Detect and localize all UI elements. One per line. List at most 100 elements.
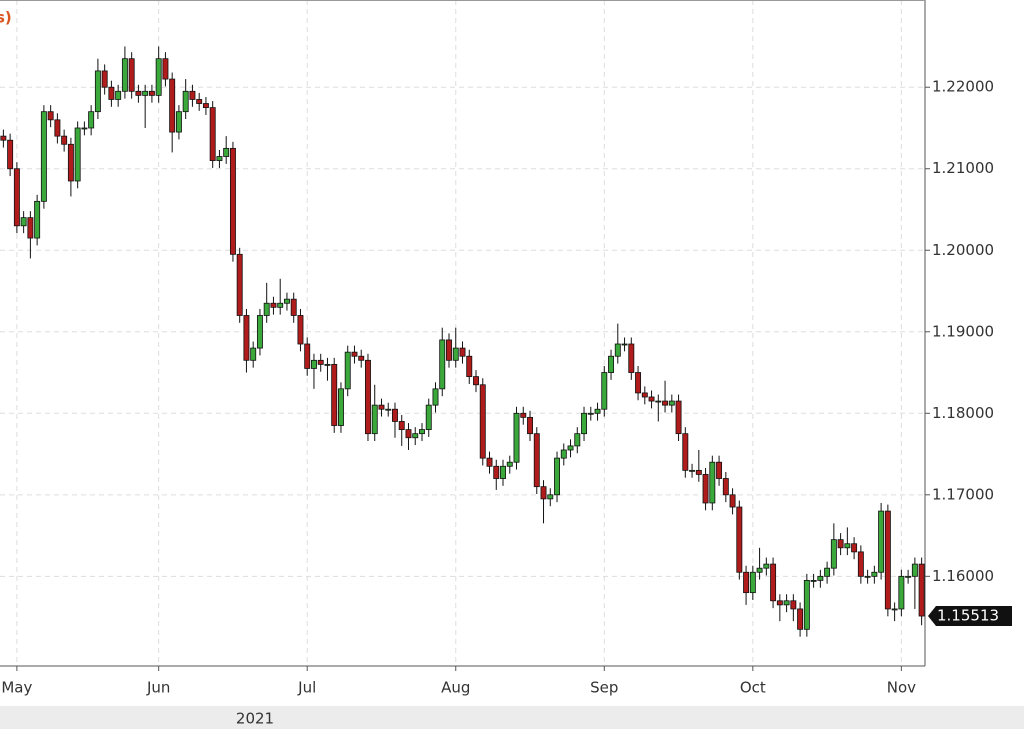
- candle-body: [175, 111, 182, 133]
- candle-body: [891, 608, 898, 611]
- candle-body: [385, 408, 392, 411]
- candle-body: [736, 506, 743, 573]
- candle-body: [682, 433, 689, 471]
- candle-body: [884, 510, 891, 610]
- y-tick-label: 1.22000: [932, 78, 994, 96]
- candle-body: [34, 200, 41, 239]
- candle-body: [115, 90, 122, 100]
- candle-body: [61, 135, 68, 145]
- candle-body: [432, 388, 439, 406]
- candle-body: [641, 392, 648, 398]
- candle-body: [574, 433, 581, 447]
- candle-body: [500, 465, 506, 479]
- candle-body: [344, 351, 351, 390]
- candle-body: [452, 347, 459, 361]
- candle-body: [324, 363, 331, 366]
- candle-body: [702, 474, 709, 504]
- candle-body: [911, 563, 918, 577]
- candle-body: [797, 608, 804, 630]
- candle-body: [466, 355, 473, 378]
- candle-body: [486, 457, 493, 467]
- last-price-tag: [928, 606, 1012, 627]
- candle-body: [743, 571, 750, 594]
- candle-body: [392, 408, 398, 422]
- candle-body: [635, 372, 642, 394]
- candle-body: [202, 103, 209, 109]
- y-tick-label: 1.16000: [932, 567, 994, 585]
- candle-body: [351, 351, 358, 357]
- candle-body: [7, 139, 14, 170]
- candle-body: [756, 567, 763, 573]
- candle-body: [749, 571, 756, 594]
- candle-body: [851, 543, 858, 553]
- candle-body: [13, 168, 20, 227]
- candle-body: [554, 457, 560, 496]
- x-tick-label: Nov: [887, 679, 916, 697]
- candle-body: [479, 384, 486, 459]
- candle-body: [776, 600, 783, 606]
- candle-body: [169, 78, 176, 133]
- candle-body: [648, 396, 655, 402]
- candle-body: [675, 400, 682, 435]
- candle-body: [142, 90, 149, 96]
- candle-body: [216, 156, 223, 161]
- last-price-label: 1.15513: [937, 607, 999, 625]
- candle-body: [243, 315, 250, 361]
- candle-body: [270, 302, 277, 308]
- candle-body: [358, 355, 365, 361]
- candle-body: [668, 400, 675, 406]
- x-tick-label: Oct: [740, 679, 766, 697]
- candle-body: [824, 567, 831, 577]
- candle-body: [446, 339, 452, 361]
- candle-body: [108, 86, 115, 100]
- candle-body: [513, 412, 520, 463]
- candle-body: [918, 563, 925, 617]
- candle-body: [283, 298, 290, 304]
- candle-body: [412, 433, 419, 439]
- x-tick-label: Sep: [590, 679, 618, 697]
- candle-body: [803, 580, 810, 630]
- candle-body: [67, 143, 74, 182]
- candle-body: [689, 469, 696, 472]
- candle-body: [614, 343, 621, 357]
- candle-body: [94, 70, 101, 113]
- candle-body: [810, 580, 817, 582]
- chart-title: s): [0, 9, 12, 27]
- y-tick-label: 1.20000: [932, 241, 994, 259]
- candle-body: [310, 359, 317, 369]
- candle-body: [54, 119, 61, 137]
- candle-body: [493, 465, 500, 479]
- candle-body: [135, 90, 142, 96]
- candle-body: [770, 563, 777, 602]
- candle-body: [47, 111, 54, 121]
- candle-body: [844, 543, 851, 549]
- candle-body: [398, 421, 405, 430]
- candle-body: [817, 575, 824, 581]
- candle-body: [88, 111, 95, 129]
- candle-body: [533, 433, 540, 488]
- candle-body: [905, 575, 912, 578]
- candle-body: [365, 359, 371, 435]
- candle-body: [162, 58, 169, 80]
- candle-body: [236, 253, 243, 316]
- candle-body: [250, 347, 257, 361]
- candle-body: [40, 111, 47, 202]
- candle-body: [473, 376, 479, 386]
- candle-body: [20, 217, 27, 227]
- y-tick-label: 1.17000: [932, 485, 994, 503]
- year-band: [0, 706, 1024, 729]
- candle-body: [229, 147, 236, 255]
- x-tick-label: May: [1, 679, 32, 697]
- candle-body: [587, 412, 594, 415]
- candle-body: [223, 147, 230, 157]
- candle-body: [608, 355, 615, 373]
- candle-body: [830, 539, 837, 569]
- candle-body: [425, 404, 432, 430]
- x-tick-label: Jul: [297, 679, 316, 697]
- candle-body: [621, 343, 628, 346]
- candle-body: [338, 388, 344, 426]
- candle-body: [27, 217, 34, 239]
- candle-body: [520, 412, 527, 418]
- candle-body: [716, 461, 723, 479]
- candle-body: [256, 315, 263, 349]
